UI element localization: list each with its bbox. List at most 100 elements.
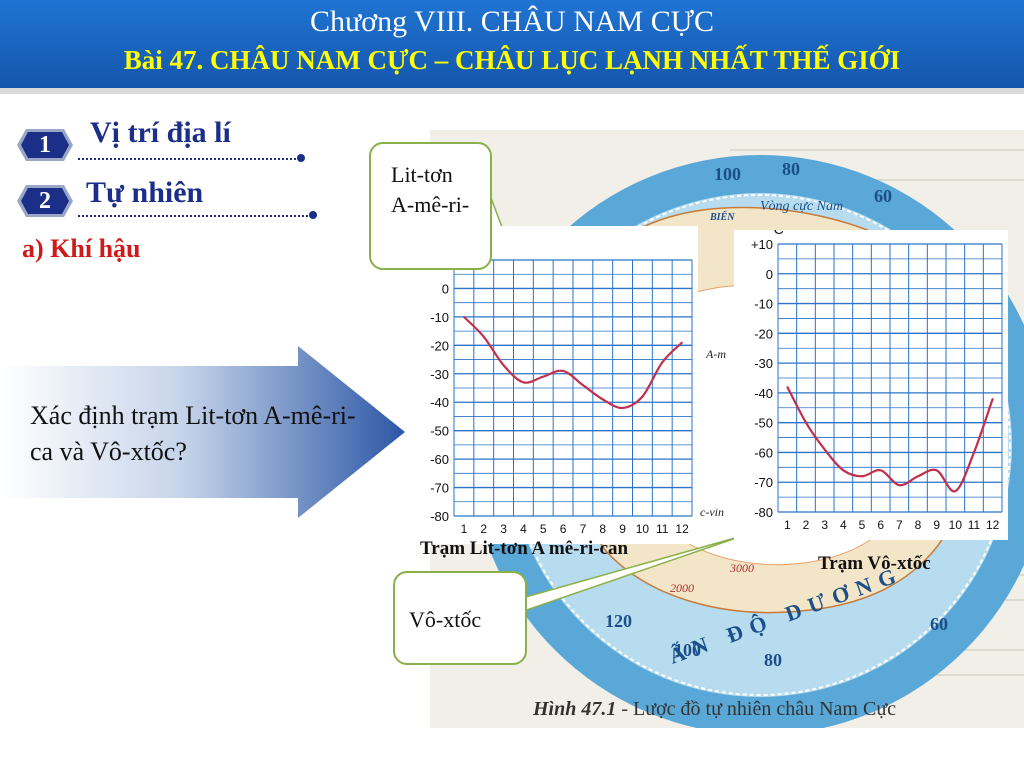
y-tick-label: -40 [754, 386, 773, 401]
x-tick-label: 3 [500, 522, 507, 536]
hexagon-icon [17, 185, 73, 217]
y-tick-label: -60 [430, 452, 449, 467]
data-point [582, 384, 584, 386]
map-number-label: 60 [874, 186, 892, 206]
x-tick-label: 5 [540, 522, 547, 536]
x-tick-label: 10 [636, 522, 650, 536]
section-2-number: 2 [39, 188, 51, 214]
data-point [463, 316, 465, 318]
data-point [935, 469, 938, 472]
x-tick-label: 9 [619, 522, 626, 536]
chart-grid [777, 243, 1003, 513]
data-point [601, 398, 604, 401]
y-tick-label: -20 [430, 338, 449, 353]
chapter-title: Chương VIII. CHÂU NAM CỰC [309, 5, 715, 38]
x-tick-label: 11 [656, 522, 669, 536]
callout-little-america: Lit-tơn A-mê-ri- [369, 142, 492, 270]
temperature-line [463, 316, 683, 410]
chart-2-title: Trạm Vô-xtốc [818, 553, 931, 574]
data-point [502, 364, 505, 367]
header-divider [0, 88, 1024, 94]
data-point [954, 490, 957, 492]
x-tick-label: 12 [675, 522, 689, 536]
y-tick-label: -80 [430, 509, 449, 524]
y-tick-label: -70 [754, 475, 773, 490]
data-point [661, 361, 664, 364]
map-number-label: 100 [674, 640, 701, 660]
data-point [681, 341, 683, 344]
temperature-line [786, 386, 994, 493]
data-point [522, 381, 525, 384]
station-label: A-m [705, 347, 726, 361]
section-2-badge: 2 [16, 184, 74, 218]
slide-header: Chương VIII. CHÂU NAM CỰC Bài 47. CHÂU N… [0, 0, 1024, 88]
x-tick-label: 5 [859, 518, 866, 532]
question-text: Xác định trạm Lit-tơn A-mê-ri-ca và Vô-x… [30, 401, 356, 466]
x-tick-label: 2 [803, 518, 810, 532]
lesson-title: Bài 47. CHÂU NAM CỰC – CHÂU LỤC LẠNH NHẤ… [123, 45, 901, 75]
y-tick-label: -50 [754, 416, 773, 431]
data-point [542, 375, 545, 378]
x-tick-label: 4 [520, 522, 527, 536]
sea-label: BIỂN [709, 210, 735, 223]
y-tick-label: 0 [766, 267, 773, 282]
map-number-label: 100 [714, 164, 741, 184]
antarctic-circle-label: Vòng cực Nam [760, 199, 843, 214]
data-point [482, 336, 485, 338]
y-tick-label: -30 [430, 367, 449, 382]
callout-vostok: Vô-xtốc [393, 571, 527, 665]
x-tick-label: 1 [784, 518, 791, 532]
y-tick-label: -40 [430, 395, 449, 410]
x-tick-label: 9 [933, 518, 940, 532]
map-contour-label: 2000 [670, 581, 694, 595]
chart-2-svg: +100-10-20-30-40-50-60-70-80°C1234567891… [751, 230, 1003, 532]
subsection-climate: a) Khí hậu [22, 234, 141, 263]
map-number-label: 80 [782, 159, 800, 179]
x-tick-label: 4 [840, 518, 847, 532]
data-point [898, 484, 901, 486]
chart-1-title: Trạm Lit-tơn A mê-ri-can [420, 538, 629, 559]
data-point [621, 407, 624, 409]
x-tick-label: 8 [599, 522, 606, 536]
section-1-title: Vị trí địa lí [90, 116, 231, 149]
y-tick-label: -50 [430, 424, 449, 439]
y-tick-label: -80 [754, 505, 773, 520]
chart-little-america: +100-10-20-30-40-50-60-70-80°C1234567891… [412, 226, 698, 544]
map-number-label: 120 [605, 611, 632, 631]
x-tick-label: 8 [915, 518, 922, 532]
x-tick-label: 12 [986, 518, 1000, 532]
y-tick-label: +10 [751, 237, 773, 252]
data-point [973, 451, 975, 454]
section-1-underline-dot [297, 154, 305, 162]
section-1-badge: 1 [16, 128, 74, 162]
data-point [562, 370, 564, 372]
figure-caption: Hình 47.1 - Lược đồ tự nhiên châu Nam Cự… [533, 698, 896, 721]
x-tick-label: 7 [896, 518, 903, 532]
x-tick-label: 6 [877, 518, 884, 532]
data-point [842, 469, 845, 472]
section-1-underline [78, 158, 300, 160]
y-tick-label: 0 [442, 281, 449, 296]
y-tick-label: -60 [754, 445, 773, 460]
y-tick-label: -10 [430, 310, 449, 325]
arrow-shape [0, 346, 405, 518]
x-tick-label: 7 [580, 522, 587, 536]
chart-1-svg: +100-10-20-30-40-50-60-70-80°C1234567891… [427, 237, 693, 536]
data-point [917, 475, 919, 478]
map-number-label: 60 [930, 614, 948, 634]
figure-text: - Lược đồ tự nhiên châu Nam Cực [621, 698, 897, 720]
map-contour-label: 3000 [729, 561, 754, 575]
x-tick-label: 1 [461, 522, 468, 536]
x-tick-label: 10 [949, 518, 963, 532]
section-2-title: Tự nhiên [86, 176, 204, 209]
data-point [805, 421, 807, 424]
data-point [641, 395, 644, 398]
section-2-underline [78, 215, 312, 217]
data-point [861, 475, 863, 478]
x-tick-label: 6 [560, 522, 567, 536]
y-axis-label: °C [768, 230, 784, 237]
hexagon-icon [17, 129, 73, 161]
figure-number: Hình 47.1 [533, 698, 617, 720]
y-tick-label: -70 [430, 481, 449, 496]
chart-vostok: +100-10-20-30-40-50-60-70-80°C1234567891… [734, 230, 1008, 540]
